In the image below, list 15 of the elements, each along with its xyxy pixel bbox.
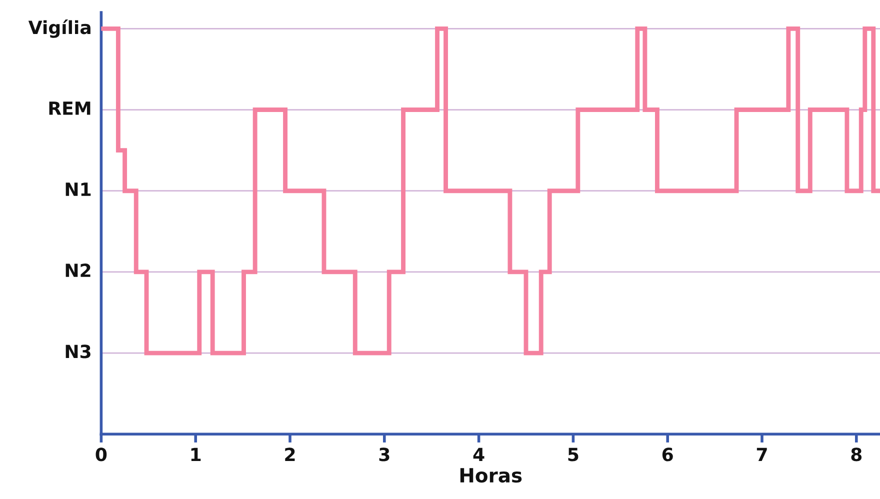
x-tick-label: 1	[191, 448, 201, 462]
x-tick-label: 8	[851, 448, 862, 462]
ref-line-label: REM	[49, 102, 90, 115]
x-tick-label: 6	[662, 448, 673, 462]
x-tick-label: 0	[96, 448, 107, 462]
x-tick-label: 5	[568, 448, 578, 462]
x-tick-label: 7	[756, 448, 767, 462]
ref-line-label: Vigília	[28, 20, 90, 38]
x-tick-label: 2	[285, 448, 295, 462]
x-axis-title: Horas	[460, 468, 522, 483]
x-tick-label: 3	[379, 448, 390, 462]
ref-line-label: N1	[66, 182, 91, 196]
ref-line-label: N3	[66, 344, 90, 358]
x-tick-label: 4	[473, 448, 484, 462]
ref-line-label: N2	[66, 264, 90, 277]
